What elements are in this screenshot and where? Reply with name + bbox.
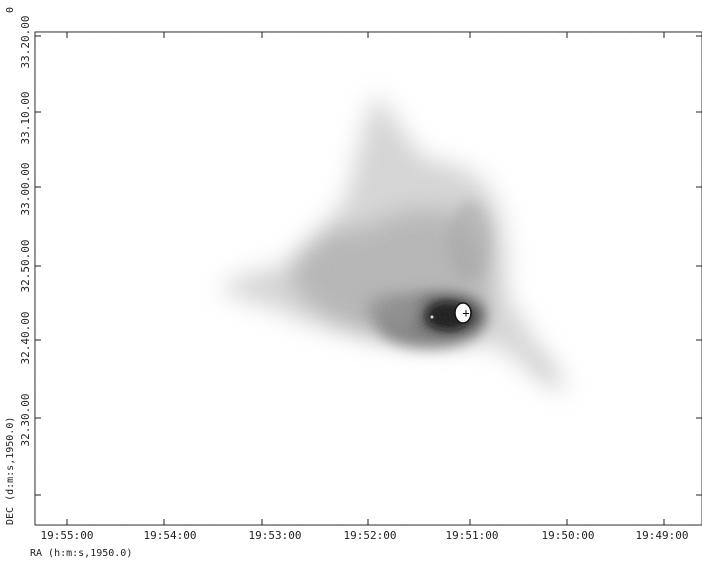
x-axis (66, 32, 665, 525)
corner-origin-label: 0 (5, 7, 16, 13)
bright-source (454, 302, 472, 324)
y-tick-label: 33.20.00 (19, 16, 32, 69)
x-tick-label: 19:49:00 (636, 529, 689, 542)
secondary-marker (430, 315, 434, 319)
y-axis (35, 35, 702, 496)
x-tick-label: 19:54:00 (144, 529, 197, 542)
y-tick-label: 33.10.00 (19, 92, 32, 145)
x-tick-label: 19:50:00 (542, 529, 595, 542)
y-tick-label: 32.50.00 (19, 240, 32, 293)
x-tick-label: 19:55:00 (41, 529, 94, 542)
x-tick-label: 19:52:00 (344, 529, 397, 542)
image-grain (35, 32, 702, 525)
y-axis-title: DEC (d:m:s,1950.0) (5, 417, 16, 525)
y-tick-label: 32.40.00 (19, 312, 32, 365)
x-tick-label: 19:51:00 (446, 529, 499, 542)
x-tick-labels: 19:55:00 19:54:00 19:53:00 19:52:00 19:5… (41, 529, 689, 542)
source-marker-plus: + (462, 306, 469, 320)
emission-region: + (35, 32, 702, 525)
y-tick-label: 33.00.00 (19, 163, 32, 216)
x-tick-label: 19:53:00 (249, 529, 302, 542)
y-tick-label: 32.30.00 (19, 394, 32, 447)
x-axis-title: RA (h:m:s,1950.0) (30, 548, 132, 559)
y-tick-labels: 33.20.00 33.10.00 33.00.00 32.50.00 32.4… (19, 16, 32, 447)
